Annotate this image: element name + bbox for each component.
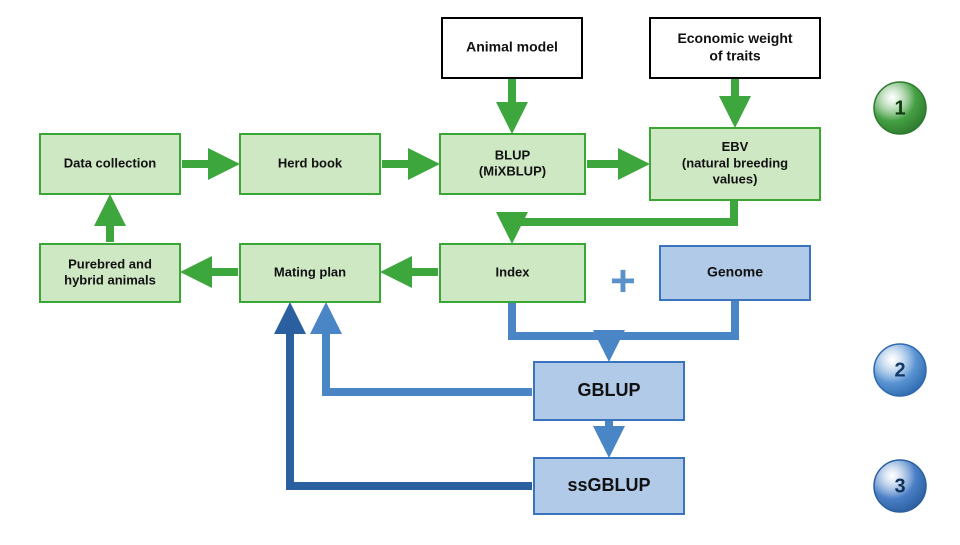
node-mating: Mating plan [240, 244, 380, 302]
node-gblup: GBLUP [534, 362, 684, 420]
node-ebv: EBV(natural breeding values) [650, 128, 820, 200]
node-ssgblup-label: ssGBLUP [567, 475, 650, 495]
node-ebv-label: (natural breeding [682, 155, 788, 170]
node-animal_model-label: Animal model [466, 39, 558, 55]
edge [512, 200, 734, 236]
node-ebv-label: values) [713, 172, 758, 187]
node-purebred: Purebred and hybrid animals [40, 244, 180, 302]
node-genome: Genome [660, 246, 810, 300]
node-animal_model: Animal model [442, 18, 582, 78]
node-index-label: Index [496, 264, 531, 279]
svg-text:2: 2 [894, 359, 905, 381]
node-ssgblup: ssGBLUP [534, 458, 684, 514]
node-econ_weight-label: Economic weight [677, 30, 792, 46]
svg-text:1: 1 [894, 97, 905, 119]
node-ebv-label: EBV [722, 139, 749, 154]
stage-circle-3: 3 [874, 460, 926, 512]
svg-text:3: 3 [894, 475, 905, 497]
stage-circle-2: 2 [874, 344, 926, 396]
node-blup-label: BLUP [495, 147, 531, 162]
node-blup: BLUP (MiXBLUP) [440, 134, 585, 194]
node-econ_weight-label: of traits [709, 47, 761, 63]
node-index: Index [440, 244, 585, 302]
edge [512, 302, 609, 354]
node-econ_weight: Economic weightof traits [650, 18, 820, 78]
node-herd_book: Herd book [240, 134, 380, 194]
node-purebred-label: Purebred and [68, 256, 152, 271]
plus-icon: + [610, 257, 636, 306]
node-blup-label: (MiXBLUP) [479, 164, 546, 179]
node-data_collection-label: Data collection [64, 155, 157, 170]
node-gblup-label: GBLUP [578, 380, 641, 400]
node-purebred-label: hybrid animals [64, 273, 156, 288]
node-data_collection: Data collection [40, 134, 180, 194]
node-genome-label: Genome [707, 264, 763, 280]
node-herd_book-label: Herd book [278, 155, 343, 170]
node-mating-label: Mating plan [274, 264, 346, 279]
edge [326, 310, 532, 392]
stage-circle-1: 1 [874, 82, 926, 134]
